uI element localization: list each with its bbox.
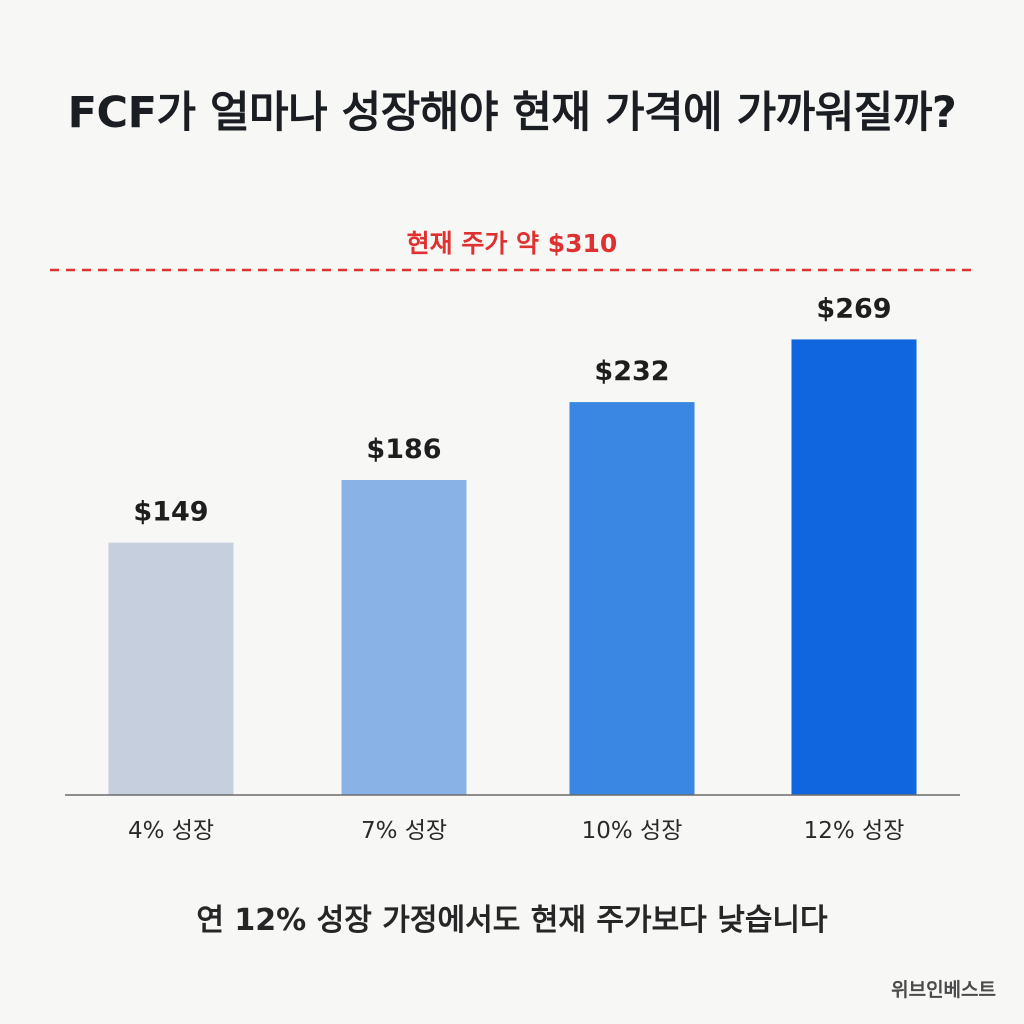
data-label-1: $149 [133, 497, 208, 528]
bar-3 [569, 402, 695, 795]
data-label-2: $186 [366, 434, 441, 465]
data-label-4: $269 [816, 293, 891, 324]
x-tick-label-4: 12% 성장 [804, 818, 905, 844]
x-tick-label-3: 10% 성장 [582, 818, 683, 844]
x-tick-label-1: 4% 성장 [128, 818, 214, 844]
bar-1 [108, 542, 234, 795]
bar-4 [791, 339, 917, 795]
reference-label: 현재 주가 약 $310 [407, 229, 618, 258]
x-tick-label-2: 7% 성장 [361, 818, 447, 844]
bar-2 [341, 480, 467, 795]
watermark: 위브인베스트 [891, 979, 996, 1001]
chart-footnote: 연 12% 성장 가정에서도 현재 주가보다 낮습니다 [196, 903, 828, 938]
data-label-3: $232 [594, 356, 669, 387]
chart-title: FCF가 얼마나 성장해야 현재 가격에 가까워질까? [67, 88, 957, 138]
